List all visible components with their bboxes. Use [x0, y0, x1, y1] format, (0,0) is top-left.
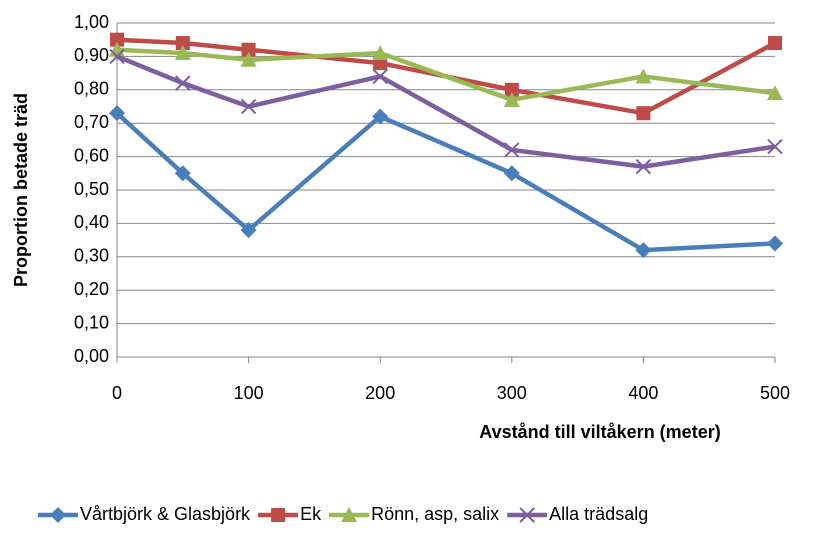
marker	[519, 507, 535, 523]
legend-label: Rönn, asp, salix	[371, 504, 499, 524]
marker	[109, 105, 125, 122]
series-line	[116, 54, 776, 169]
legend-label: Alla trädsalg	[549, 504, 648, 524]
marker	[636, 106, 651, 121]
y-tick-label: 0,70	[74, 112, 109, 132]
y-tick-label: 1,00	[74, 12, 109, 32]
marker	[504, 82, 519, 97]
y-tick-label: 0,50	[74, 179, 109, 199]
marker	[109, 48, 125, 65]
x-tick-label: 300	[497, 383, 527, 403]
y-tick-label: 0,20	[74, 279, 109, 299]
marker	[504, 142, 520, 158]
marker	[241, 42, 256, 57]
y-tick-label: 0,60	[74, 145, 109, 165]
marker	[635, 242, 652, 259]
y-tick-label: 0,40	[74, 212, 109, 232]
marker	[503, 91, 520, 107]
y-tick-label: 0,30	[74, 246, 109, 266]
marker	[503, 165, 520, 182]
x-tick-label: 200	[365, 383, 395, 403]
marker	[635, 68, 652, 84]
marker	[174, 45, 191, 61]
x-tick-label: 400	[628, 383, 658, 403]
y-tick-label: 0,10	[74, 312, 109, 332]
legend-item: Vårtbjörk & Glasbjörk	[38, 504, 251, 524]
marker	[372, 108, 389, 125]
legend-item: Alla trädsalg	[507, 504, 648, 524]
x-tick-label: 500	[760, 383, 790, 403]
y-axis-label: Proportion betade träd	[11, 93, 31, 287]
marker	[767, 138, 783, 155]
legend-item: Rönn, asp, salix	[329, 504, 499, 524]
marker	[271, 508, 286, 522]
legend-label: Vårtbjörk & Glasbjörk	[80, 504, 251, 524]
x-tick-label: 0	[112, 383, 122, 403]
marker	[240, 222, 257, 239]
marker	[175, 36, 190, 51]
marker	[50, 507, 66, 523]
marker	[174, 165, 191, 182]
series-line	[116, 47, 776, 103]
series-line	[115, 111, 776, 253]
marker	[767, 85, 783, 101]
marker	[372, 45, 389, 61]
y-tick-label: 0,90	[74, 45, 109, 65]
legend-label: Ek	[300, 504, 322, 524]
marker	[768, 36, 782, 51]
marker	[240, 98, 257, 115]
x-tick-label: 100	[234, 383, 264, 403]
y-tick-label: 0,80	[74, 79, 109, 99]
marker	[635, 158, 652, 175]
marker	[767, 235, 783, 252]
y-tick-label: 0,00	[74, 346, 109, 366]
marker	[175, 75, 191, 91]
x-axis-label: Avstånd till viltåkern (meter)	[479, 422, 720, 442]
legend-item: Ek	[258, 504, 322, 524]
marker	[341, 507, 358, 522]
marker	[372, 68, 388, 85]
marker	[240, 51, 257, 67]
marker	[110, 32, 124, 47]
